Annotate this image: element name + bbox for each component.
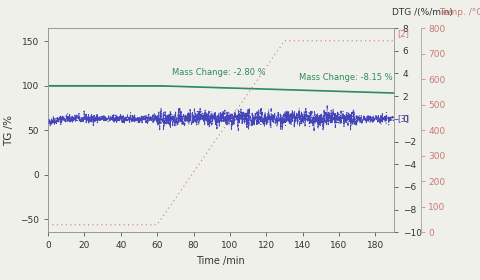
Text: Temp. /°C: Temp. /°C bbox=[439, 8, 480, 17]
Text: [2]: [2] bbox=[397, 29, 409, 38]
Y-axis label: TG /%: TG /% bbox=[4, 115, 14, 146]
Text: Mass Change: -2.80 %: Mass Change: -2.80 % bbox=[172, 68, 265, 77]
X-axis label: Time /min: Time /min bbox=[196, 256, 245, 266]
Text: Mass Change: -8.15 %: Mass Change: -8.15 % bbox=[299, 73, 393, 82]
Text: [3]: [3] bbox=[397, 114, 409, 123]
Text: DTG /(%/min): DTG /(%/min) bbox=[392, 8, 453, 17]
